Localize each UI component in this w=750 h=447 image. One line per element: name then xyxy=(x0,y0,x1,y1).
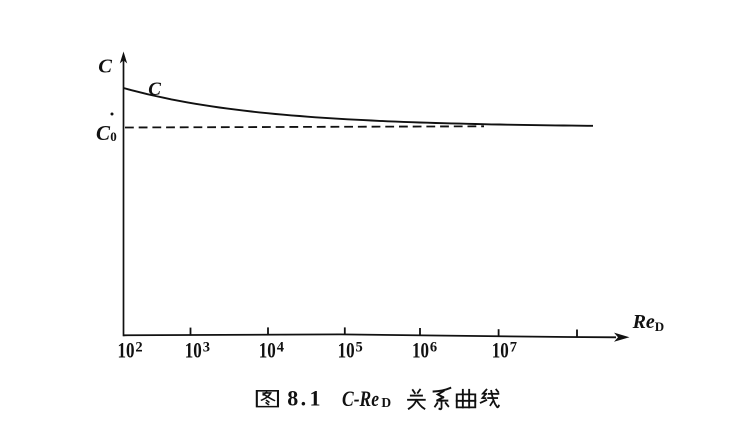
svg-text:.: . xyxy=(301,386,307,411)
svg-text:C: C xyxy=(96,121,111,145)
svg-text:1: 1 xyxy=(310,386,321,411)
svg-text:7: 7 xyxy=(510,340,517,356)
svg-text:10: 10 xyxy=(492,338,509,363)
svg-text:D: D xyxy=(655,319,664,334)
svg-text:C: C xyxy=(98,56,112,78)
svg-text:10: 10 xyxy=(338,338,355,363)
svg-text:5: 5 xyxy=(356,340,363,356)
svg-text:4: 4 xyxy=(277,340,284,356)
svg-text:10: 10 xyxy=(185,338,202,363)
svg-text:C: C xyxy=(148,79,161,100)
svg-text:2: 2 xyxy=(135,340,142,356)
svg-text:6: 6 xyxy=(430,340,437,356)
svg-text:10: 10 xyxy=(118,338,135,363)
svg-text:10: 10 xyxy=(259,338,276,363)
svg-text:D: D xyxy=(381,395,391,410)
svg-text:10: 10 xyxy=(412,338,429,363)
svg-text:8: 8 xyxy=(287,386,298,411)
svg-text:C-Re: C-Re xyxy=(342,386,379,411)
svg-text:3: 3 xyxy=(203,340,210,356)
svg-text:Re: Re xyxy=(632,311,655,333)
svg-text:0: 0 xyxy=(110,129,117,144)
